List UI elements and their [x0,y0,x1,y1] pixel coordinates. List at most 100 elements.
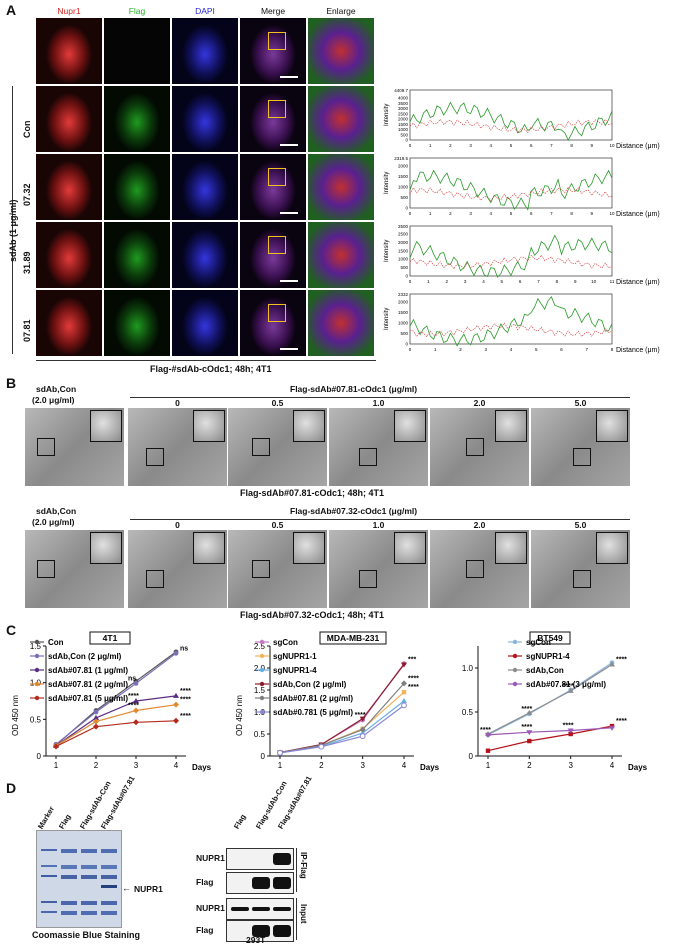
dose-label: 5.0 [574,398,587,408]
brightfield-image [228,530,327,608]
brightfield-image [430,530,529,608]
brightfield-image [128,408,227,486]
x-tick-label: 7 [550,211,553,216]
panel-c-growth-charts: 0 0.5 1.0 1.5 1 2 3 4 Days OD 450 nm 4T1 Con sdAb,Co… [11,631,648,772]
roi-box [268,32,286,50]
red-trace [409,322,613,338]
row-group-label: sdAb (1 μg/ml) [8,199,18,262]
gel-band [81,865,97,869]
legend-label: sgCon [273,638,298,647]
x-tick-label: 10 [591,279,597,284]
gel-band [61,911,77,915]
brightfield-image [531,408,630,486]
zoom-region-box [466,438,484,456]
zoom-inset [293,410,325,442]
x-tick-label: 4 [490,143,493,148]
gel-band [81,849,97,853]
x-axis-label: Days [192,763,212,772]
control-label-dose: (2.0 μg/ml) [32,517,75,527]
x-tick-label: 10 [609,211,615,216]
zoom-inset [193,532,225,564]
zoom-region-box [573,448,591,466]
series-line [487,725,613,752]
y-axis-label: OD 450 nm [11,695,20,736]
data-point [359,733,366,740]
y-tick-label: 500 [400,195,408,200]
y-tick-label: 500 [400,265,408,270]
x-tick-label: 7 [585,347,588,352]
blot-row-label: NUPR1 [196,853,225,863]
dose-header: Flag-sdAb#07.32-cOdc1 (μg/ml) [290,506,418,516]
scale-bar [280,348,298,350]
gel-band [81,901,97,905]
legend-label: sdAb#07.81 (2 μg/ml) [48,680,128,689]
significance-marker: **** [408,675,419,682]
micrograph-cell [172,18,238,84]
data-point [485,732,491,738]
y-tick-label: 0 [405,274,408,279]
significance-marker: **** [128,693,139,700]
significance-marker: ns [180,645,188,652]
brightfield-image [25,530,124,608]
legend-label: sdAb#07.81 (1 μg/ml) [48,666,128,675]
group-bracket-ip [296,848,297,892]
x-tick-label: 4 [402,761,407,770]
red-trace [409,118,613,134]
x-tick-label: 8 [611,347,614,352]
brightfield-image [329,408,428,486]
blot-band [273,925,291,937]
micrograph-cell [172,86,238,152]
y-axis-label: OD 450 nm [235,695,244,736]
y-tick-label: 0 [469,752,474,761]
zoom-inset [596,410,628,442]
micrograph-cell [36,154,102,220]
y-tick-label: 2000 [398,117,409,122]
significance-marker: ns [128,675,136,682]
y-tick-label: 2000 [398,300,409,305]
legend-swatch-marker [512,681,518,687]
x-tick-label: 9 [591,143,594,148]
significance-marker: **** [521,706,532,713]
micrograph-cell [172,290,238,356]
significance-marker: **** [355,712,366,719]
micrograph-cell [308,154,374,220]
gel-band [81,875,97,879]
data-point [401,690,407,695]
gel-caption: Coomassie Blue Staining [32,930,141,940]
y-tick-label: 1000 [398,257,409,262]
panel-a-letter: A [6,2,17,18]
gel-band [101,911,117,915]
group-label-input: Input [299,904,308,924]
micrograph-cell [104,290,170,356]
legend-swatch-marker [512,639,518,645]
x-tick-label: 1 [429,143,432,148]
data-point [93,723,99,730]
y-tick-label: 3000 [398,106,409,111]
x-tick-label: 1 [429,211,432,216]
x-axis-label: Days [628,763,648,772]
control-label-dose: (2.0 μg/ml) [32,395,75,405]
zoom-inset [394,410,426,442]
x-tick-label: 9 [574,279,577,284]
micrograph-cell [36,222,102,288]
micrograph-cell [104,154,170,220]
gel-band [41,901,57,903]
series-line [487,727,613,736]
blot-band [273,853,291,865]
gel-lane-label: Flag [57,812,73,831]
y-axis-label: Intensity [384,308,390,330]
x-tick-label: 1 [486,761,491,770]
micrograph-cell [172,154,238,220]
blot-lane-label: Flag [232,812,248,831]
y-tick-label: 0 [405,342,408,347]
dose-label: 2.0 [473,398,486,408]
x-tick-label: 8 [570,143,573,148]
gel-image [36,830,122,928]
zoom-region-box [146,570,164,588]
micrograph-cell [36,86,102,152]
panel-a-caption-line [36,360,376,361]
scale-bar [280,76,298,78]
